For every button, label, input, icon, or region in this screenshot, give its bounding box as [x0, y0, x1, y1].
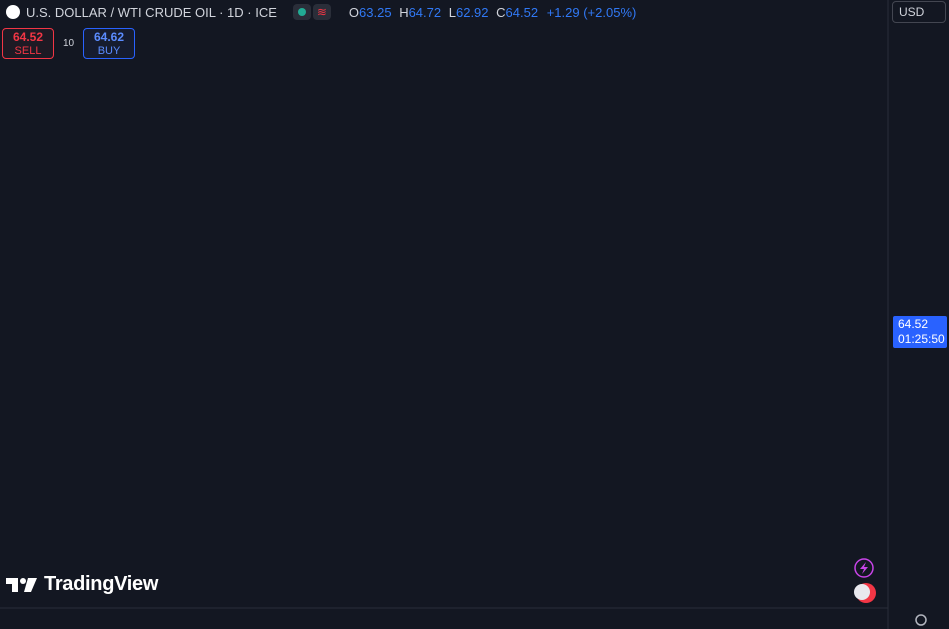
- header: U.S. DOLLAR / WTI CRUDE OIL · 1D · ICE ≋…: [6, 3, 636, 21]
- ohlc-key: H: [399, 4, 409, 20]
- currency-selector[interactable]: USD: [892, 1, 946, 23]
- logo[interactable]: TradingView: [6, 573, 158, 596]
- settings-icon[interactable]: [915, 614, 927, 626]
- symbol-icon: [6, 5, 20, 19]
- market-status[interactable]: [292, 4, 311, 20]
- ohlc-key: L: [448, 4, 456, 20]
- buy-button[interactable]: 64.62 BUY: [83, 28, 135, 59]
- ohlc-key: C: [496, 4, 506, 20]
- alert-icon[interactable]: [854, 558, 874, 578]
- ohlc-legend: O63.25 H64.72 L62.92 C64.52 +1.29 (+2.05…: [345, 5, 636, 20]
- last-price: 64.52: [898, 317, 929, 331]
- ohlc-key: O: [348, 4, 360, 20]
- buy-label: BUY: [97, 45, 121, 57]
- buy-price: 64.62: [93, 30, 125, 44]
- logo-text: TradingView: [44, 573, 159, 595]
- ohlc-value: 64.72: [408, 4, 442, 20]
- axes: [0, 0, 889, 629]
- flag-inner: [854, 584, 870, 600]
- sell-label: SELL: [14, 45, 42, 57]
- ohlc-change: +1.29 (+2.05%): [546, 4, 637, 20]
- symbol-title: U.S. DOLLAR / WTI CRUDE OIL · 1D · ICE: [26, 4, 277, 20]
- last-price-label: 64.52 01:25:50: [893, 316, 947, 348]
- ohlc-value: 64.52: [505, 4, 539, 20]
- ohlc-value: 62.92: [455, 4, 489, 20]
- alert-bolt: [860, 562, 868, 574]
- sell-button[interactable]: 64.52 SELL: [2, 28, 54, 59]
- countdown: 01:25:50: [898, 332, 945, 346]
- sell-price: 64.52: [12, 30, 44, 44]
- spread: 10: [63, 38, 75, 49]
- status-pills: ≋: [292, 4, 331, 20]
- side-icons: [854, 558, 927, 626]
- ohlc-value: 63.25: [359, 4, 392, 20]
- logo-mark: [6, 577, 37, 592]
- data-status[interactable]: ≋: [312, 4, 331, 20]
